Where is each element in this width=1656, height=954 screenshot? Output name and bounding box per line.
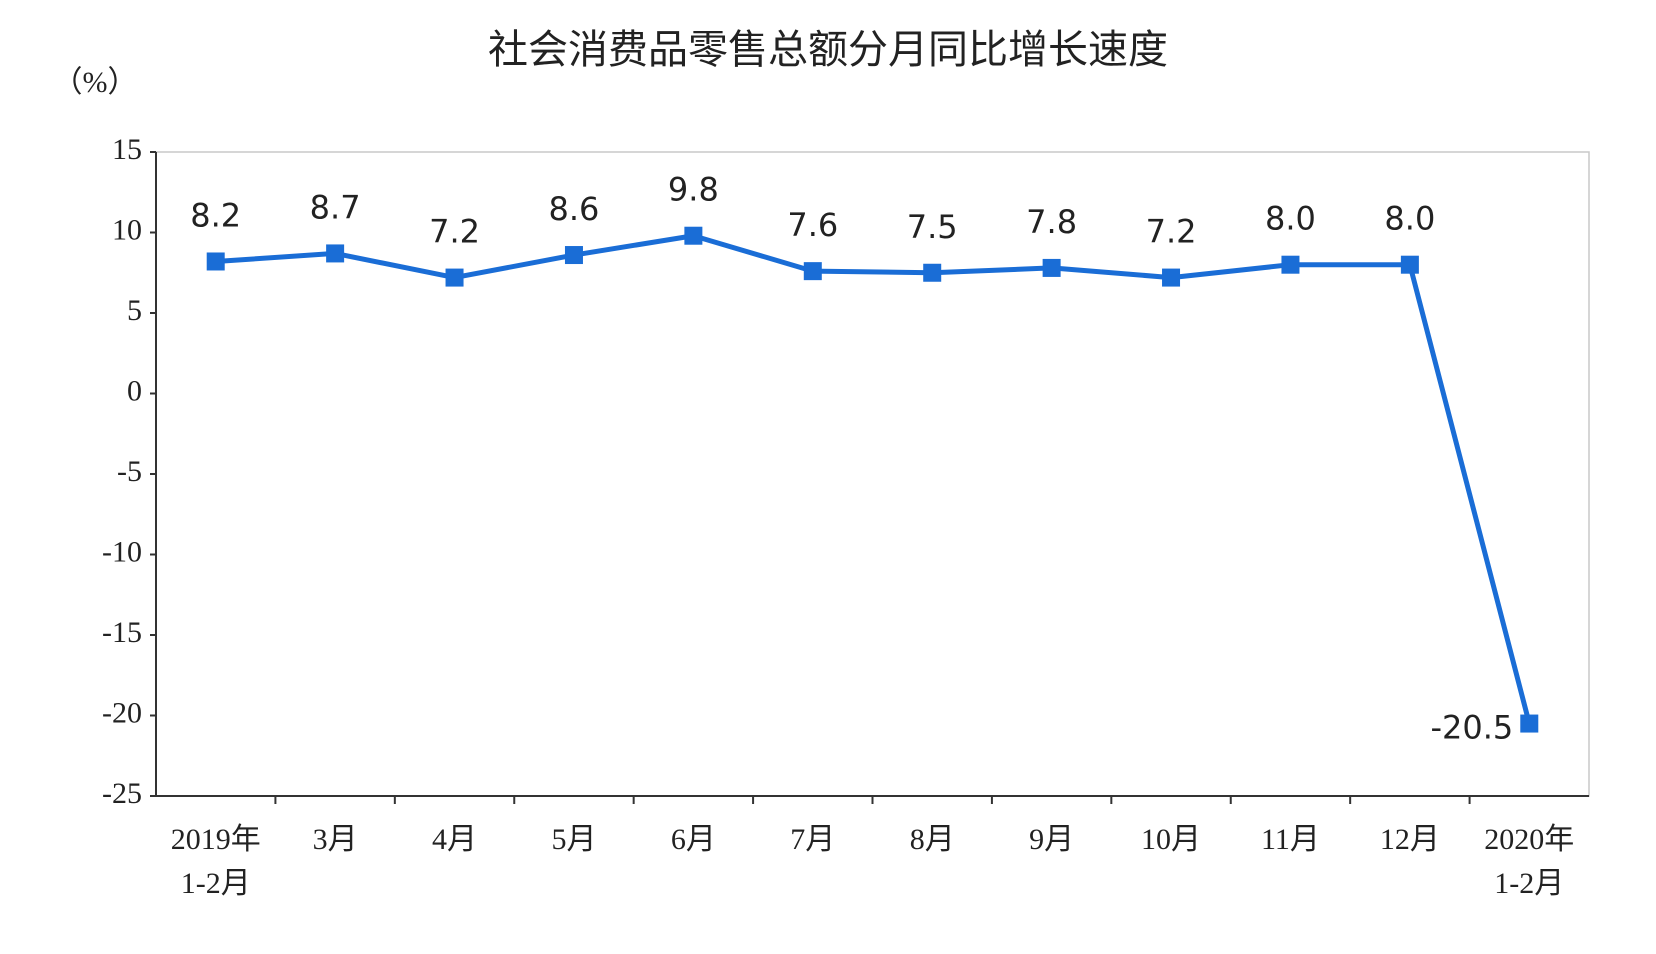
marker (684, 226, 703, 245)
data-label: 7.5 (907, 208, 958, 246)
x-tick-label: 9月 (1029, 823, 1074, 856)
y-tick-label: 0 (127, 374, 142, 407)
y-tick-label: 15 (112, 133, 142, 166)
plot-frame (155, 151, 1590, 797)
data-label: 7.2 (429, 213, 480, 251)
data-label: 9.8 (668, 171, 719, 209)
x-tick-label: 3月 (313, 823, 358, 856)
y-tick-label: -20 (102, 696, 142, 729)
x-tick-label: 6月 (671, 823, 716, 856)
marker (1042, 258, 1061, 277)
x-tick-label: 5月 (551, 823, 596, 856)
x-tick-label: 10月 (1141, 823, 1201, 856)
data-label: -20.5 (1430, 709, 1513, 747)
y-tick-label: -10 (102, 535, 142, 568)
marker (564, 246, 583, 265)
data-label: 7.6 (787, 206, 838, 244)
y-tick-label: 10 (112, 213, 142, 246)
y-tick-label: -5 (117, 455, 142, 488)
marker (1400, 255, 1419, 274)
data-label: 8.2 (190, 196, 241, 234)
marker (803, 262, 822, 281)
x-tick-label: 7月 (790, 823, 835, 856)
data-label: 8.6 (549, 190, 600, 228)
y-tick-label: -25 (102, 777, 142, 810)
marker (445, 268, 464, 287)
data-label: 8.0 (1265, 200, 1316, 238)
x-tick-label: 2019年 1-2月 (171, 823, 261, 900)
marker (1520, 714, 1539, 733)
data-label: 8.0 (1384, 200, 1435, 238)
x-tick-label: 11月 (1261, 823, 1320, 856)
chart-title: 社会消费品零售总额分月同比增长速度 (488, 27, 1168, 73)
marker (1162, 268, 1181, 287)
data-label: 7.2 (1146, 213, 1197, 251)
marker (206, 252, 225, 271)
data-label: 8.7 (310, 188, 361, 226)
data-label: 7.8 (1026, 203, 1077, 241)
y-tick-label: -15 (102, 616, 142, 649)
marker (326, 244, 345, 263)
marker (1281, 255, 1300, 274)
x-tick-label: 2020年 1-2月 (1484, 823, 1574, 900)
line (215, 233, 1532, 725)
x-tick-label: 4月 (432, 823, 477, 856)
y-tick-label: 5 (127, 294, 142, 327)
x-tick-label: 12月 (1380, 823, 1440, 856)
y-axis-label: （%） (53, 66, 138, 99)
x-tick-label: 8月 (910, 823, 955, 856)
marker (923, 263, 942, 282)
